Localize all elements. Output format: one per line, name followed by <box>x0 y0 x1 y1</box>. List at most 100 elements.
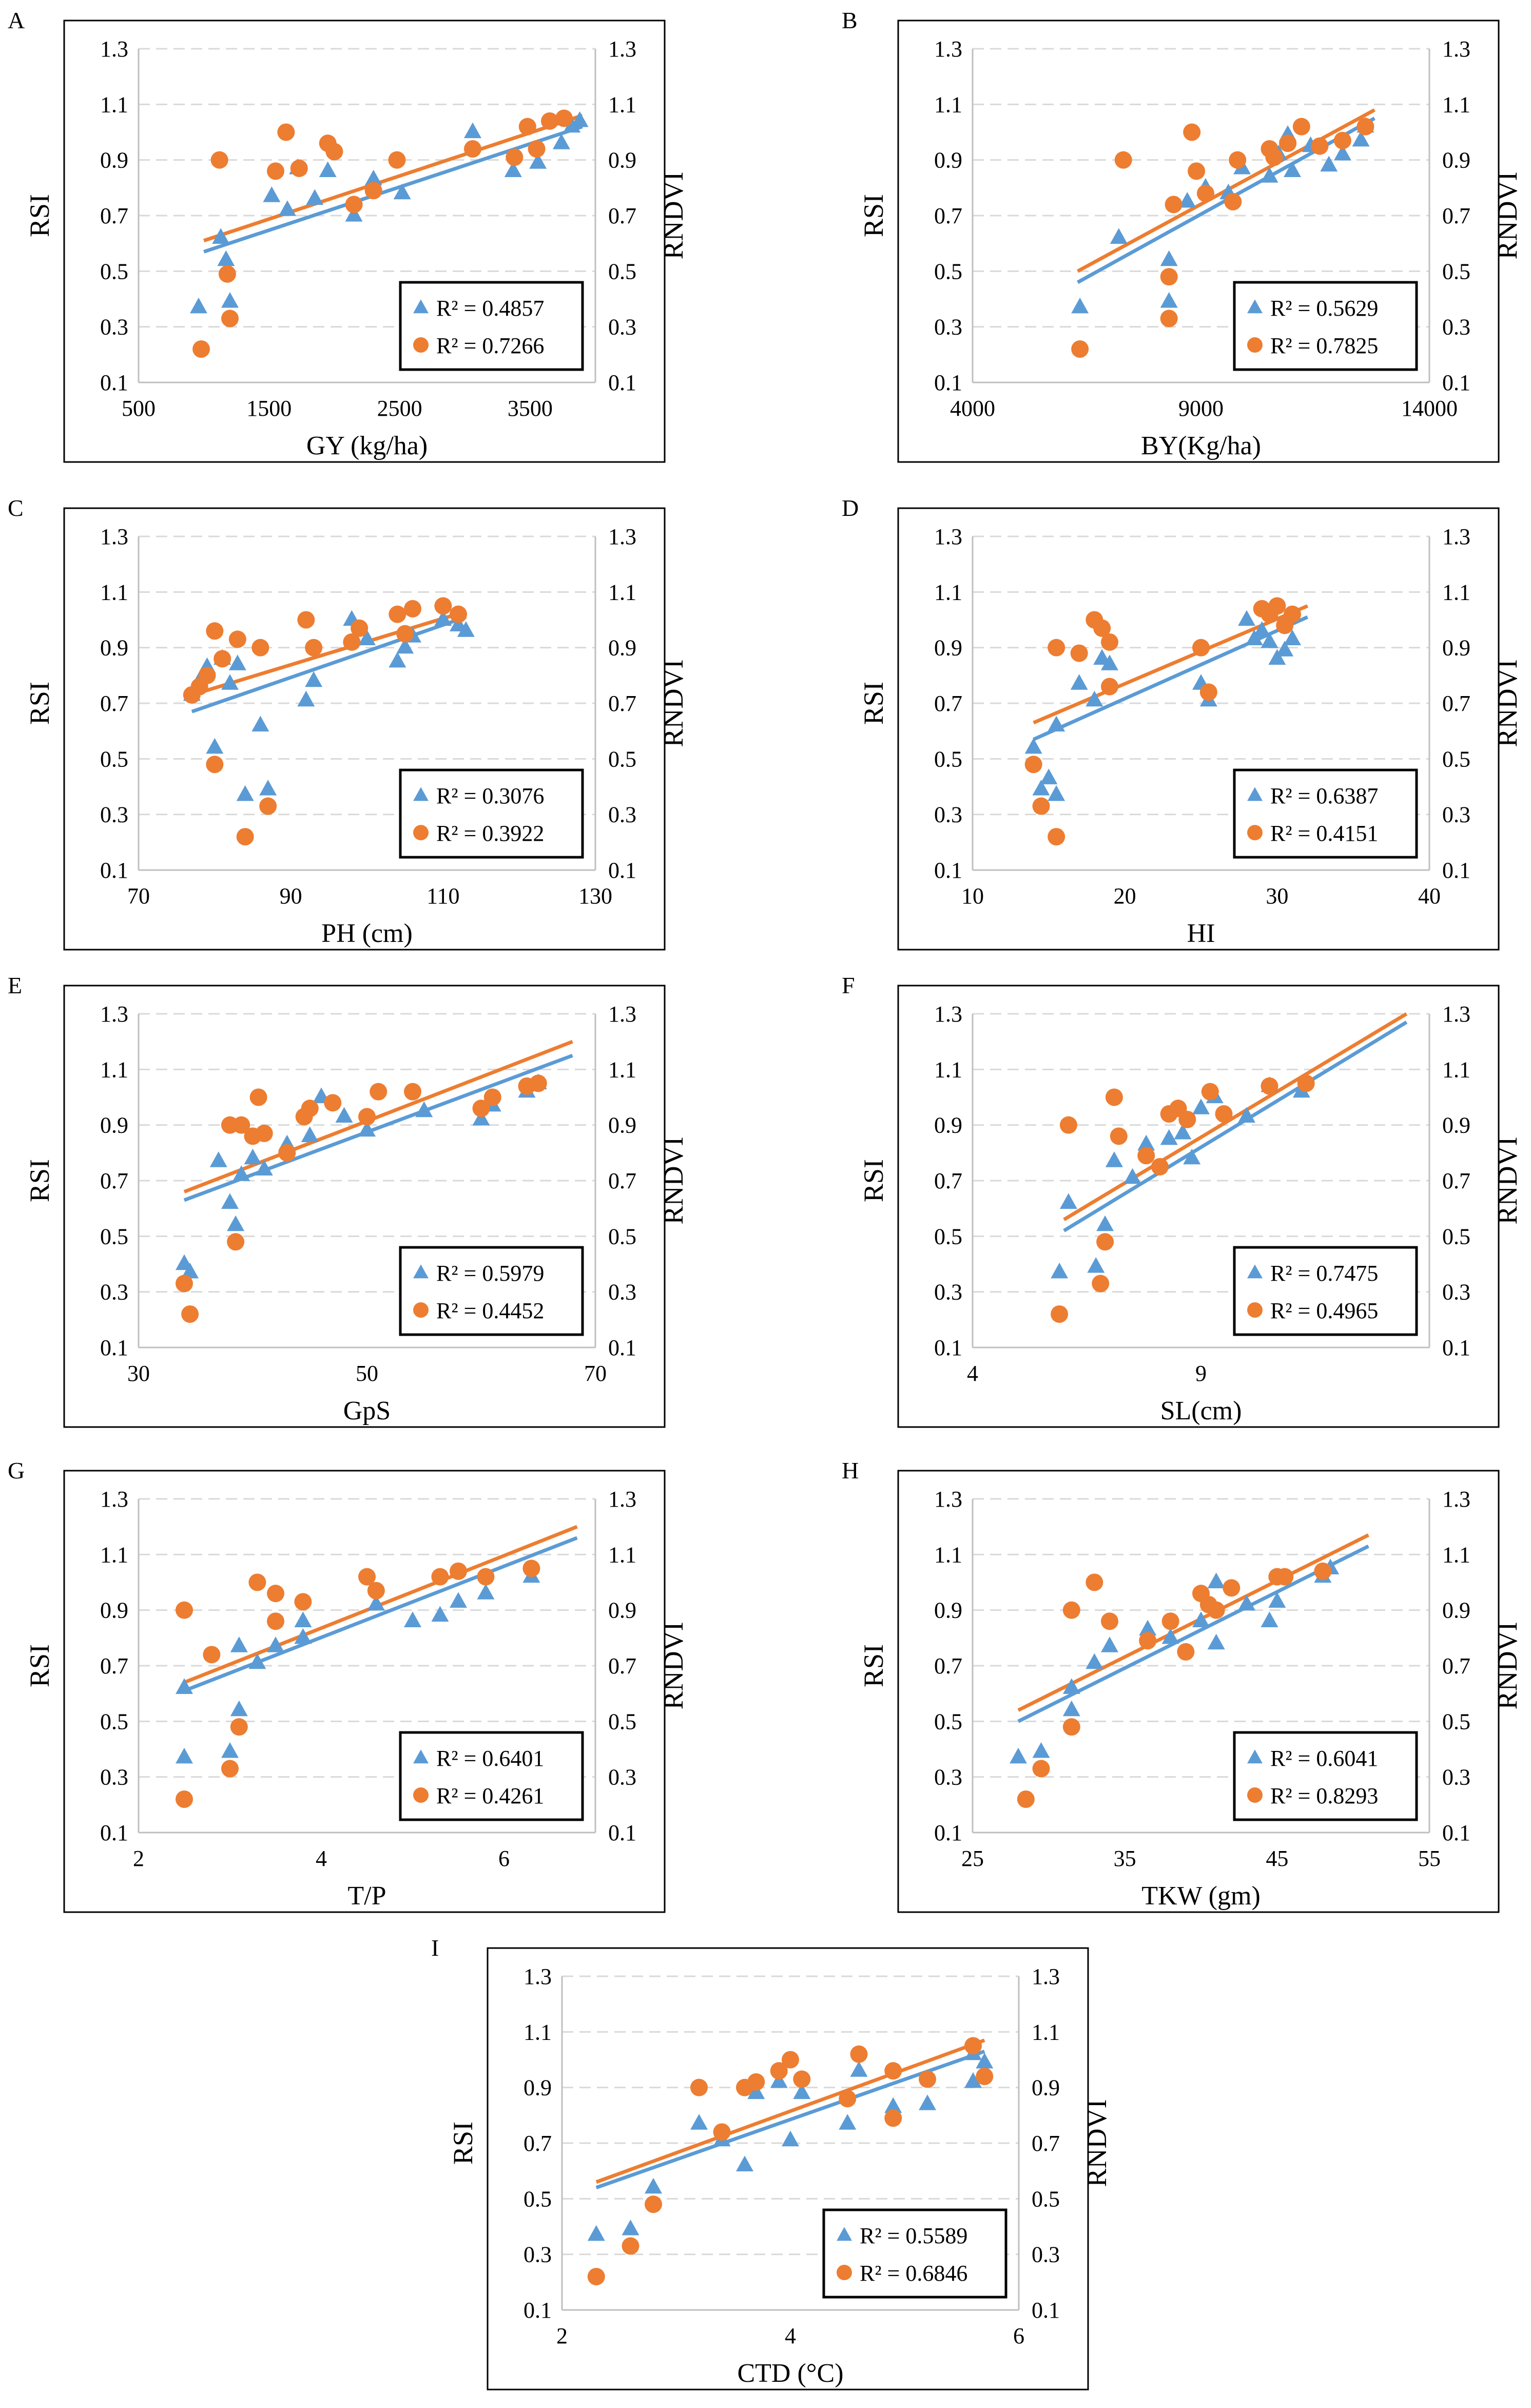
y2-tick-label: 0.5 <box>1442 259 1470 284</box>
rsi-point <box>1087 1257 1105 1273</box>
rndvi-point <box>529 1074 547 1092</box>
rndvi-point <box>255 1124 273 1142</box>
rndvi-point <box>404 600 421 618</box>
legend-rsi-marker <box>413 1264 429 1279</box>
y-tick-label: 0.9 <box>934 635 962 661</box>
rsi-point <box>176 1747 193 1764</box>
rndvi-point <box>522 1559 540 1577</box>
rndvi-point <box>370 1083 387 1101</box>
rndvi-point <box>1215 1105 1233 1123</box>
legend-rndvi-r2: R² = 0.6846 <box>860 2261 967 2286</box>
y-tick-label: 0.5 <box>524 2186 552 2211</box>
rsi-point <box>1192 1611 1210 1627</box>
rndvi-point <box>267 162 284 180</box>
y2-tick-label: 0.5 <box>1032 2186 1060 2211</box>
x-tick-label: 4 <box>316 1846 327 1871</box>
y2-tick-label: 0.1 <box>1442 858 1470 883</box>
rndvi-point <box>294 1593 312 1611</box>
rndvi-point <box>396 625 414 643</box>
rsi-point <box>1161 1628 1179 1644</box>
y-tick-label: 0.5 <box>100 746 128 772</box>
y-tick-label: 0.5 <box>100 1709 128 1734</box>
rndvi-point <box>214 650 231 668</box>
y2-tick-label: 0.9 <box>1442 1113 1470 1138</box>
y2-tick-label: 0.1 <box>1442 1820 1470 1845</box>
y2-tick-label: 0.7 <box>1442 1653 1470 1679</box>
rsi-point <box>1062 1700 1080 1717</box>
rsi-point <box>1284 629 1301 646</box>
rsi-trendline <box>1033 615 1309 741</box>
rndvi-point <box>404 1083 421 1101</box>
rsi-point <box>1160 1129 1178 1145</box>
x-tick-label: 4 <box>785 2323 796 2348</box>
rsi-point <box>1174 1123 1192 1140</box>
rsi-point <box>335 1107 353 1123</box>
rsi-point <box>228 654 246 670</box>
y-tick-label: 0.9 <box>100 1598 128 1623</box>
y2-tick-label: 1.1 <box>1032 2019 1060 2045</box>
rndvi-point <box>1062 1601 1080 1619</box>
rndvi-point <box>343 633 361 651</box>
rndvi-point <box>782 2051 799 2069</box>
y-axis-title: RSI <box>24 682 55 725</box>
rsi-point <box>1207 1633 1225 1650</box>
legend-rndvi-marker <box>413 1302 429 1318</box>
y-tick-label: 1.1 <box>934 92 962 117</box>
rndvi-point <box>251 639 269 657</box>
x-tick-label: 9000 <box>1178 396 1224 421</box>
legend-box <box>399 281 584 371</box>
rndvi-point <box>176 1601 193 1619</box>
x-tick-label: 70 <box>127 883 150 909</box>
y-tick-label: 0.1 <box>100 1335 128 1360</box>
rndvi-point <box>1165 196 1183 214</box>
panel-border <box>897 985 1500 1428</box>
y2-tick-label: 0.7 <box>1442 1168 1470 1193</box>
y-tick-label: 0.3 <box>524 2242 552 2267</box>
x-axis-title: PH (cm) <box>321 919 413 948</box>
rndvi-point <box>176 1275 193 1293</box>
y2-tick-label: 0.9 <box>608 1598 636 1623</box>
y-axis-title: RSI <box>858 682 889 725</box>
y2-axis-title: RNDVI <box>1492 660 1523 747</box>
x-axis-title: BY(Kg/ha) <box>1141 431 1261 460</box>
rsi-point <box>1096 1215 1114 1231</box>
rsi-point <box>1048 716 1065 731</box>
rsi-point <box>1238 1594 1255 1611</box>
rsi-point <box>1261 167 1278 183</box>
rsi-point <box>1352 130 1370 147</box>
rsi-trendline <box>191 615 467 714</box>
rndvi-point <box>358 1108 376 1126</box>
rsi-point <box>232 1165 250 1181</box>
x-tick-label: 3500 <box>508 396 553 421</box>
rsi-point <box>221 292 239 308</box>
rndvi-point <box>1207 1601 1225 1619</box>
rndvi-point <box>1196 184 1214 202</box>
y-tick-label: 0.1 <box>934 1335 962 1360</box>
rndvi-point <box>192 340 210 358</box>
rsi-point <box>209 1151 227 1167</box>
y-tick-label: 0.3 <box>934 1765 962 1790</box>
panel-c: C 0.1 0.1 0.3 0.3 0.5 0.5 0.7 0.7 0.9 0.9 1.1 1.1 1.3… <box>8 495 689 951</box>
y-tick-label: 0.5 <box>934 746 962 772</box>
x-tick-label: 10 <box>961 883 984 909</box>
rsi-point <box>1032 1742 1050 1758</box>
rndvi-point <box>1062 1718 1080 1736</box>
rndvi-point <box>1096 1233 1114 1251</box>
y-tick-label: 1.3 <box>100 1001 128 1027</box>
y-tick-label: 0.3 <box>100 315 128 340</box>
y2-tick-label: 0.9 <box>1032 2075 1060 2101</box>
rndvi-point <box>1188 162 1206 180</box>
panel-border <box>897 1470 1500 1913</box>
y-tick-label: 1.3 <box>934 524 962 549</box>
y2-tick-label: 0.3 <box>608 802 636 827</box>
y-tick-label: 1.1 <box>100 580 128 605</box>
rndvi-point <box>364 182 382 200</box>
y2-tick-label: 0.3 <box>608 1765 636 1790</box>
legend-rndvi-r2: R² = 0.4965 <box>1270 1298 1378 1323</box>
panel-border <box>897 20 1500 463</box>
y-tick-label: 0.1 <box>100 1820 128 1845</box>
y2-tick-label: 1.1 <box>1442 1542 1470 1567</box>
y2-tick-label: 1.3 <box>1442 36 1470 62</box>
rndvi-point <box>555 109 573 127</box>
rndvi-point <box>228 630 246 648</box>
